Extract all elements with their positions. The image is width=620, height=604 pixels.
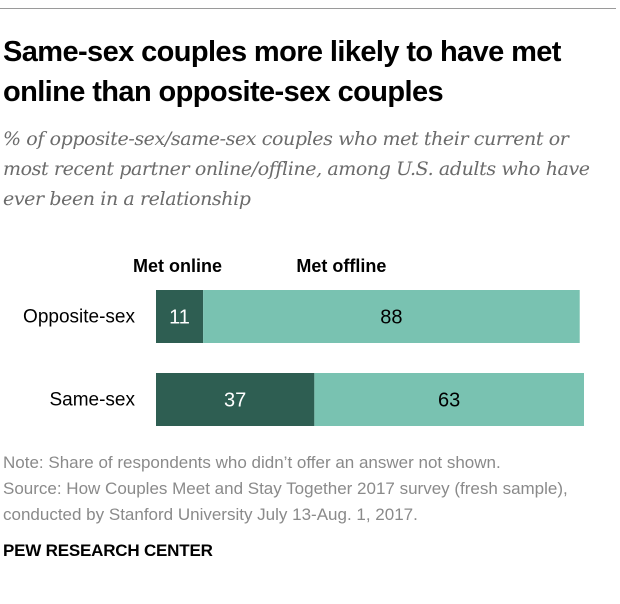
data-label-met-offline-bar-opposite-sex: 88 [380,307,402,329]
met-offline-bar-opposite-sex [203,290,580,343]
legend-label-met-offline: Met offline [296,256,386,276]
chart-note: Note: Share of respondents who didn’t of… [3,453,501,472]
chart-note-block: Note: Share of respondents who didn’t of… [3,450,613,528]
legend-label-met-online: Met online [133,256,222,276]
org-label: PEW RESEARCH CENTER [3,541,213,560]
met-online-bar-opposite-sex [156,290,204,343]
chart-title: Same-sex couples more likely to have met… [3,36,561,108]
category-label-opposite-sex: Opposite-sex [23,307,135,328]
chart-subtitle: % of opposite-sex/same-sex couples who m… [3,128,590,210]
data-label-met-online-bar-same-sex: 37 [224,390,246,412]
stacked-bar-chart: Met online Met offline Opposite-sex 11 88 Sam… [23,256,584,426]
top-rule [0,8,616,9]
category-label-same-sex: Same-sex [49,390,135,411]
data-label-met-online-bar-opposite-sex: 11 [169,307,190,329]
chart-source: Source: How Couples Meet and Stay Togeth… [3,479,568,524]
met-offline-bar-same-sex [314,373,584,426]
met-online-bar-same-sex [156,373,315,426]
data-label-met-offline-bar-same-sex: 63 [438,390,460,412]
